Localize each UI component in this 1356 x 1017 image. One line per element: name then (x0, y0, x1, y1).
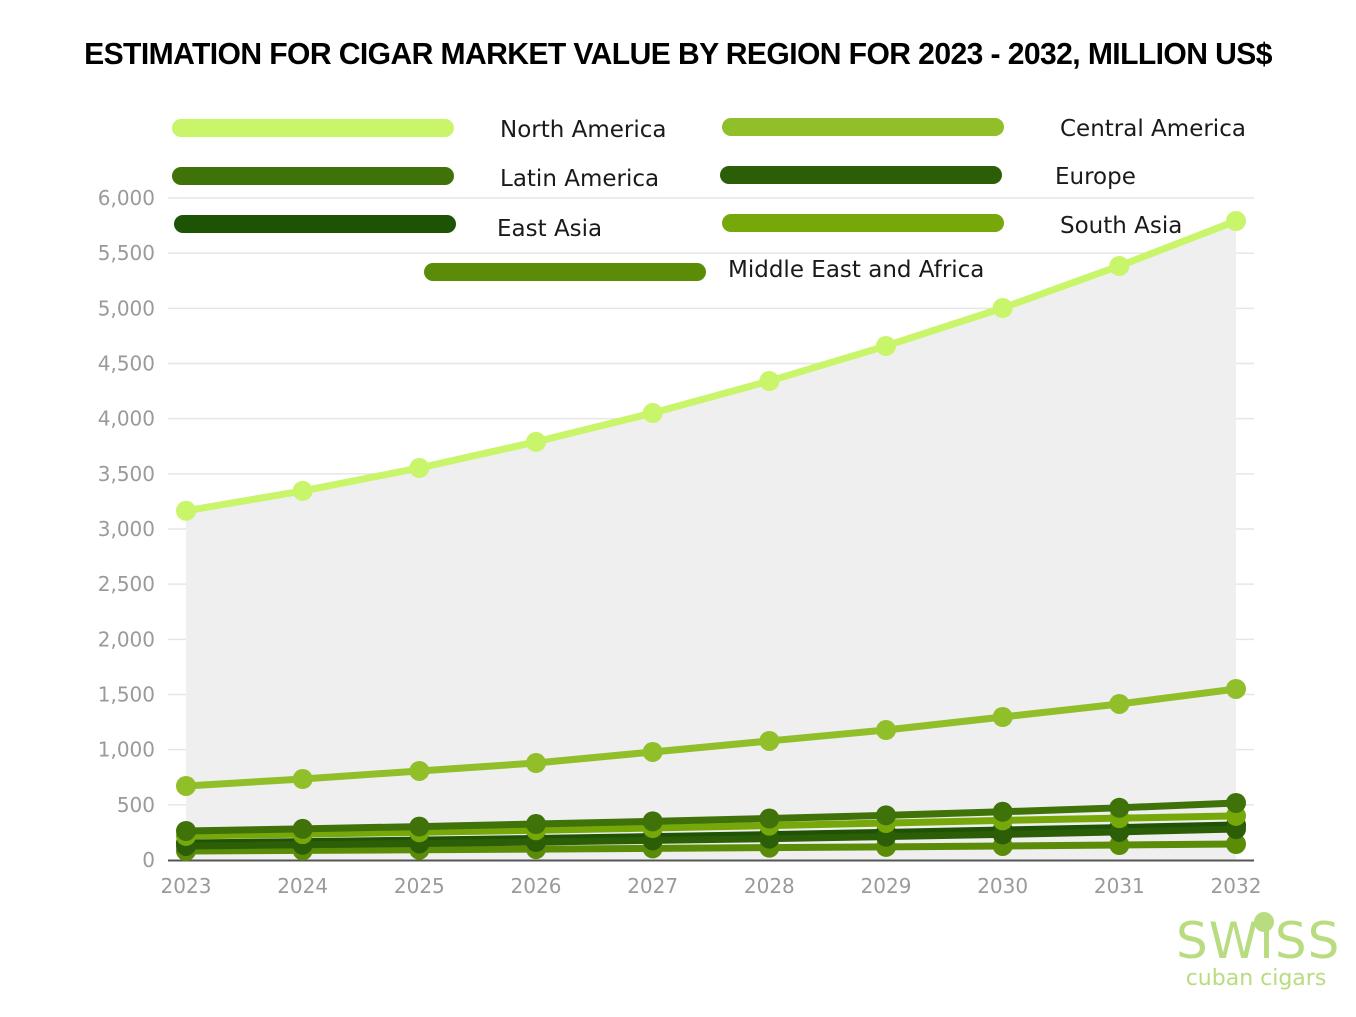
legend-item-europe: Europe (720, 164, 1136, 190)
point-latin-america (992, 801, 1013, 822)
point-latin-america (176, 820, 196, 841)
point-latin-america (876, 805, 896, 826)
line-central-america (182, 685, 1240, 790)
logo-dot-icon (1254, 912, 1274, 932)
legend-swatch (172, 119, 454, 137)
point-central-america (759, 730, 780, 751)
point-middle-east-and-africa (1226, 834, 1246, 855)
point-central-america (992, 707, 1013, 728)
legend-item-latin-america: Latin America (172, 166, 659, 192)
y-tick-label: 4,000 (98, 407, 155, 431)
point-north-america (876, 335, 896, 356)
x-tick-label: 2026 (511, 874, 562, 898)
point-north-america (1109, 255, 1130, 276)
point-north-america (176, 500, 196, 521)
y-tick-label: 3,000 (98, 517, 155, 541)
legend-item-east-asia: East Asia (174, 215, 602, 242)
brand-logo: SWISS cuban cigars (1176, 912, 1339, 991)
line-latin-america (182, 799, 1240, 835)
x-tick-label: 2031 (1094, 874, 1145, 898)
legend-item-north-america: North America (172, 117, 667, 143)
x-tick-label: 2023 (161, 874, 212, 898)
legend-label: North America (500, 117, 667, 143)
series-north-america (176, 210, 1246, 521)
legend: North America Central America Latin Americ… (172, 116, 1246, 283)
y-tick-label: 1,500 (98, 683, 155, 707)
legend-item-middle-east-and-africa: Middle East and Africa (424, 257, 984, 283)
point-north-america (409, 457, 430, 478)
point-central-america (292, 769, 313, 790)
point-europe (1109, 821, 1130, 842)
line-middle-east-and-africa (182, 840, 1240, 855)
series-latin-america (176, 792, 1246, 841)
logo-main-text: SWISS (1176, 912, 1339, 967)
legend-swatch (720, 166, 1002, 184)
y-tick-label: 2,500 (98, 572, 155, 596)
point-latin-america (1109, 797, 1130, 818)
point-latin-america (759, 808, 780, 829)
x-tick-label: 2027 (627, 874, 678, 898)
point-north-america (1226, 210, 1246, 231)
x-tick-label: 2032 (1211, 874, 1262, 898)
point-north-america (526, 431, 546, 452)
x-tick-label: 2028 (744, 874, 795, 898)
x-tick-label: 2025 (394, 874, 445, 898)
point-central-america (409, 760, 430, 781)
point-central-america (642, 741, 663, 762)
point-central-america (876, 720, 896, 741)
y-tick-label: 5,500 (98, 241, 155, 265)
logo-subtitle: cuban cigars (1185, 966, 1327, 991)
point-north-america (292, 480, 313, 501)
legend-swatch (722, 118, 1004, 136)
point-central-america (526, 753, 546, 774)
legend-label: Europe (1055, 164, 1136, 190)
line-europe (182, 825, 1240, 850)
y-axis-ticks: 0 500 1,000 1,500 2,000 2,500 3,000 3,500 4,000 4… (98, 186, 155, 872)
point-central-america (1109, 693, 1130, 714)
x-tick-label: 2029 (861, 874, 912, 898)
line-north-america (182, 217, 1240, 515)
point-latin-america (409, 816, 430, 837)
point-latin-america (292, 818, 313, 839)
legend-swatch (424, 263, 706, 281)
chart-title: ESTIMATION FOR CIGAR MARKET VALUE BY REG… (84, 36, 1272, 71)
point-europe (992, 824, 1013, 845)
legend-swatch (722, 214, 1004, 232)
line-south-asia (182, 812, 1240, 840)
point-central-america (1226, 678, 1246, 699)
legend-label: Middle East and Africa (728, 257, 984, 283)
series-central-america (176, 678, 1246, 796)
point-north-america (759, 371, 780, 392)
point-north-america (642, 403, 663, 424)
area-fill (186, 220, 1236, 860)
point-central-america (176, 775, 196, 796)
y-tick-label: 2,000 (98, 627, 155, 651)
point-latin-america (526, 814, 546, 835)
legend-item-south-asia: South Asia (722, 213, 1182, 239)
y-tick-label: 5,000 (98, 296, 155, 320)
legend-label: Central America (1060, 116, 1246, 142)
y-tick-label: 0 (142, 848, 155, 872)
point-latin-america (1226, 792, 1246, 813)
legend-item-central-america: Central America (722, 116, 1246, 142)
x-tick-label: 2030 (977, 874, 1028, 898)
y-tick-label: 500 (117, 793, 155, 817)
y-tick-label: 1,000 (98, 738, 155, 762)
y-tick-label: 4,500 (98, 352, 155, 376)
legend-swatch (174, 215, 456, 233)
legend-swatch (172, 167, 454, 185)
legend-label: South Asia (1060, 213, 1182, 239)
x-axis-ticks: 2023 2024 2025 2026 2027 2028 2029 2030 2031 2032 (161, 874, 1262, 898)
area-north-america (186, 220, 1236, 860)
legend-label: East Asia (497, 216, 602, 242)
legend-label: Latin America (500, 166, 659, 192)
x-tick-label: 2024 (277, 874, 328, 898)
y-tick-label: 6,000 (98, 186, 155, 210)
point-latin-america (642, 811, 663, 832)
series-lines (176, 210, 1246, 861)
point-north-america (992, 298, 1013, 319)
y-tick-label: 3,500 (98, 462, 155, 486)
